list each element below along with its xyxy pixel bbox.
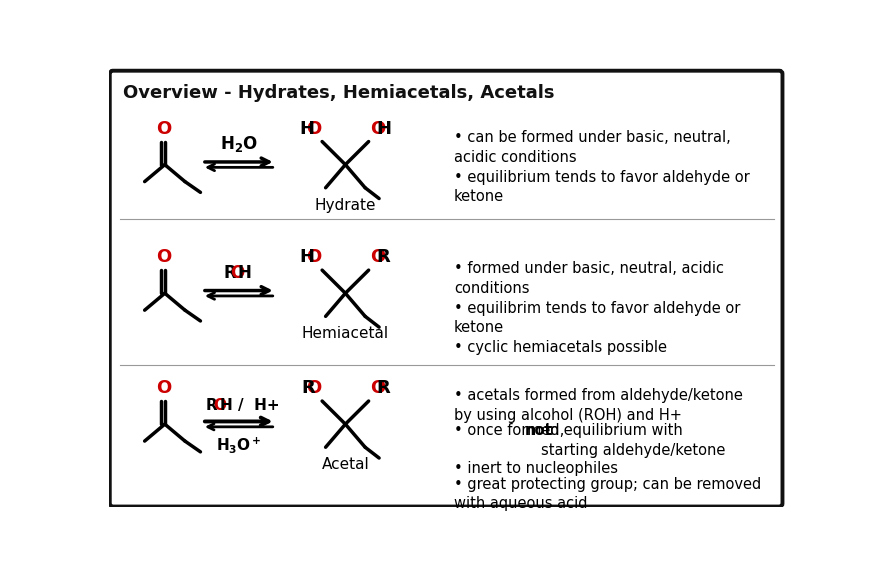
Text: H: H	[237, 264, 251, 283]
Text: in equilibrium with
starting aldehyde/ketone: in equilibrium with starting aldehyde/ke…	[542, 424, 726, 458]
Text: • formed under basic, neutral, acidic
conditions
• equilibrim tends to favor ald: • formed under basic, neutral, acidic co…	[453, 261, 740, 355]
Text: Acetal: Acetal	[322, 457, 369, 473]
Text: Overview - Hydrates, Hemiacetals, Acetals: Overview - Hydrates, Hemiacetals, Acetal…	[123, 84, 555, 102]
Text: not: not	[524, 424, 552, 438]
Text: • once formed,: • once formed,	[453, 424, 569, 438]
Text: O: O	[371, 120, 385, 138]
Text: Hydrate: Hydrate	[315, 198, 376, 213]
Text: • acetals formed from aldehyde/ketone
by using alcohol (ROH) and H+: • acetals formed from aldehyde/ketone by…	[453, 388, 743, 423]
Text: H: H	[377, 120, 392, 138]
Text: H /  H+: H / H+	[220, 398, 279, 413]
Text: O: O	[306, 120, 322, 138]
Text: H: H	[300, 120, 315, 138]
Text: H: H	[300, 249, 315, 266]
Text: • can be formed under basic, neutral,
acidic conditions
• equilibrium tends to f: • can be formed under basic, neutral, ac…	[453, 130, 750, 205]
Text: O: O	[371, 379, 385, 397]
Text: O: O	[155, 379, 171, 397]
Text: O: O	[230, 264, 244, 283]
Text: O: O	[306, 379, 322, 397]
Text: R: R	[223, 264, 236, 283]
Text: O: O	[306, 249, 322, 266]
Text: $\mathbf{H_3O^+}$: $\mathbf{H_3O^+}$	[216, 435, 262, 455]
Text: • inert to nucleophiles: • inert to nucleophiles	[453, 461, 618, 476]
Text: $\mathbf{H_2O}$: $\mathbf{H_2O}$	[220, 134, 258, 154]
Text: • great protecting group; can be removed
with aqueous acid: • great protecting group; can be removed…	[453, 477, 761, 511]
Text: R: R	[377, 379, 391, 397]
Text: R: R	[301, 379, 315, 397]
Text: R: R	[377, 249, 391, 266]
Text: Hemiacetal: Hemiacetal	[302, 327, 389, 341]
FancyBboxPatch shape	[110, 71, 782, 507]
Text: O: O	[371, 249, 385, 266]
Text: O: O	[155, 120, 171, 138]
Text: R: R	[206, 398, 218, 413]
Text: O: O	[213, 398, 226, 413]
Text: O: O	[155, 249, 171, 266]
